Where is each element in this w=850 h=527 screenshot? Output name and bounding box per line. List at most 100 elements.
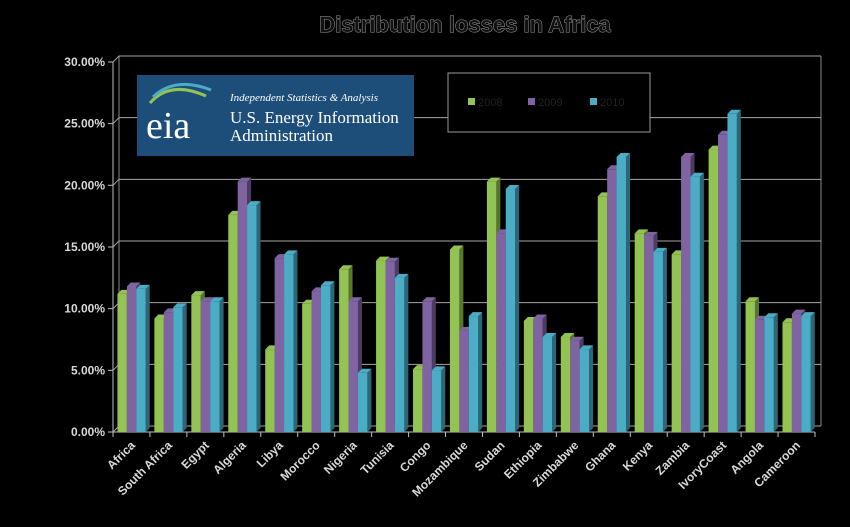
- bar-top: [449, 245, 464, 250]
- bar-front: [126, 286, 137, 432]
- x-tick-label: Ghana: [582, 438, 619, 475]
- bar-top: [505, 185, 520, 190]
- bar-top: [394, 273, 409, 278]
- bars: [117, 109, 815, 433]
- bar-front: [394, 277, 405, 432]
- bar-front: [247, 205, 257, 432]
- bar: [247, 201, 261, 432]
- bar-front: [764, 317, 774, 432]
- bar-top: [560, 333, 575, 338]
- bar-front: [136, 288, 146, 432]
- bar-front: [348, 301, 358, 432]
- logo-arc-green: [148, 87, 207, 105]
- bar-front: [376, 260, 386, 432]
- gridline: [112, 178, 821, 186]
- bar-top: [634, 229, 649, 234]
- bar-side: [182, 303, 187, 432]
- x-tick-label: Egypt: [178, 438, 211, 471]
- x-tick-label: Libya: [254, 438, 286, 470]
- bar-front: [311, 291, 322, 432]
- bar-front: [644, 235, 654, 432]
- bar: [173, 303, 187, 432]
- bar-front: [274, 258, 285, 432]
- y-tick-label: 20.00%: [64, 178, 105, 192]
- bar-front: [431, 370, 442, 432]
- bar-front: [523, 321, 534, 432]
- bar-top: [681, 152, 695, 157]
- x-tick-label: Algeria: [210, 438, 249, 477]
- bar-front: [422, 301, 432, 432]
- bar-front: [745, 301, 755, 432]
- y-tick-label: 30.00%: [64, 55, 105, 69]
- bar-side: [219, 297, 224, 432]
- bar: [431, 366, 446, 432]
- bar: [801, 312, 815, 432]
- bar-side: [404, 273, 409, 432]
- legend-label: 2009: [538, 97, 562, 109]
- bar: [321, 281, 335, 432]
- bar-front: [607, 169, 617, 433]
- bar-top: [727, 109, 741, 114]
- bar-top: [200, 297, 215, 302]
- bar-top: [348, 297, 362, 302]
- x-tick-label: Africa: [104, 438, 138, 472]
- bar-front: [634, 233, 645, 432]
- bar-front: [754, 319, 765, 432]
- bar-front: [449, 249, 460, 432]
- bar-top: [210, 297, 224, 302]
- bar-top: [486, 177, 501, 182]
- bar-front: [505, 189, 516, 432]
- bar-front: [718, 134, 728, 432]
- bar-side: [552, 333, 557, 432]
- legend-swatch: [590, 98, 597, 105]
- gridline: [112, 55, 821, 63]
- bar-top: [801, 312, 815, 317]
- bar-top: [690, 172, 704, 177]
- bar-top: [791, 309, 806, 314]
- bar-side: [626, 152, 631, 432]
- bar-front: [653, 251, 663, 432]
- bar-top: [542, 333, 557, 338]
- bar-front: [570, 340, 580, 432]
- bar: [394, 273, 409, 432]
- legend-label: 2008: [478, 97, 502, 109]
- legend-swatch: [528, 98, 535, 105]
- bar-front: [163, 312, 174, 432]
- bar-top: [422, 297, 436, 302]
- bar-front: [616, 156, 627, 432]
- bar-top: [745, 297, 759, 302]
- bar-front: [154, 318, 164, 432]
- y-axis: 0.00% 5.00% 10.00% 15.00% 20.00% 25.00% 30.00%: [64, 55, 113, 439]
- bar-front: [681, 156, 691, 432]
- bar-side: [145, 284, 150, 432]
- bar: [210, 297, 224, 432]
- bar: [579, 345, 594, 432]
- x-tick-label: Nigeria: [321, 438, 360, 477]
- bar-front: [459, 330, 469, 432]
- bar-side: [367, 368, 372, 432]
- legend-swatch: [468, 98, 475, 105]
- logo-word: eia: [146, 105, 190, 147]
- bar-top: [237, 177, 252, 182]
- bar-side: [699, 172, 704, 432]
- bar-top: [431, 366, 446, 371]
- bar-front: [782, 322, 792, 432]
- legend-label: 2010: [600, 97, 624, 109]
- y-tick-label: 10.00%: [64, 302, 105, 316]
- bar-side: [478, 312, 483, 432]
- bar-top: [126, 282, 141, 287]
- chart-title-text: Distribution losses in Africa: [319, 12, 611, 37]
- bar-front: [468, 316, 479, 432]
- bar-front: [690, 176, 700, 432]
- bar-side: [662, 247, 667, 432]
- logo-line2: Administration: [230, 126, 333, 145]
- bar-front: [496, 233, 506, 432]
- bar-top: [339, 265, 353, 270]
- bar: [505, 185, 520, 432]
- bar-front: [727, 113, 737, 433]
- gridline: [112, 240, 821, 248]
- x-tick-label: Sudan: [472, 438, 508, 474]
- bar: [690, 172, 704, 432]
- y-tick-label: 5.00%: [71, 363, 105, 377]
